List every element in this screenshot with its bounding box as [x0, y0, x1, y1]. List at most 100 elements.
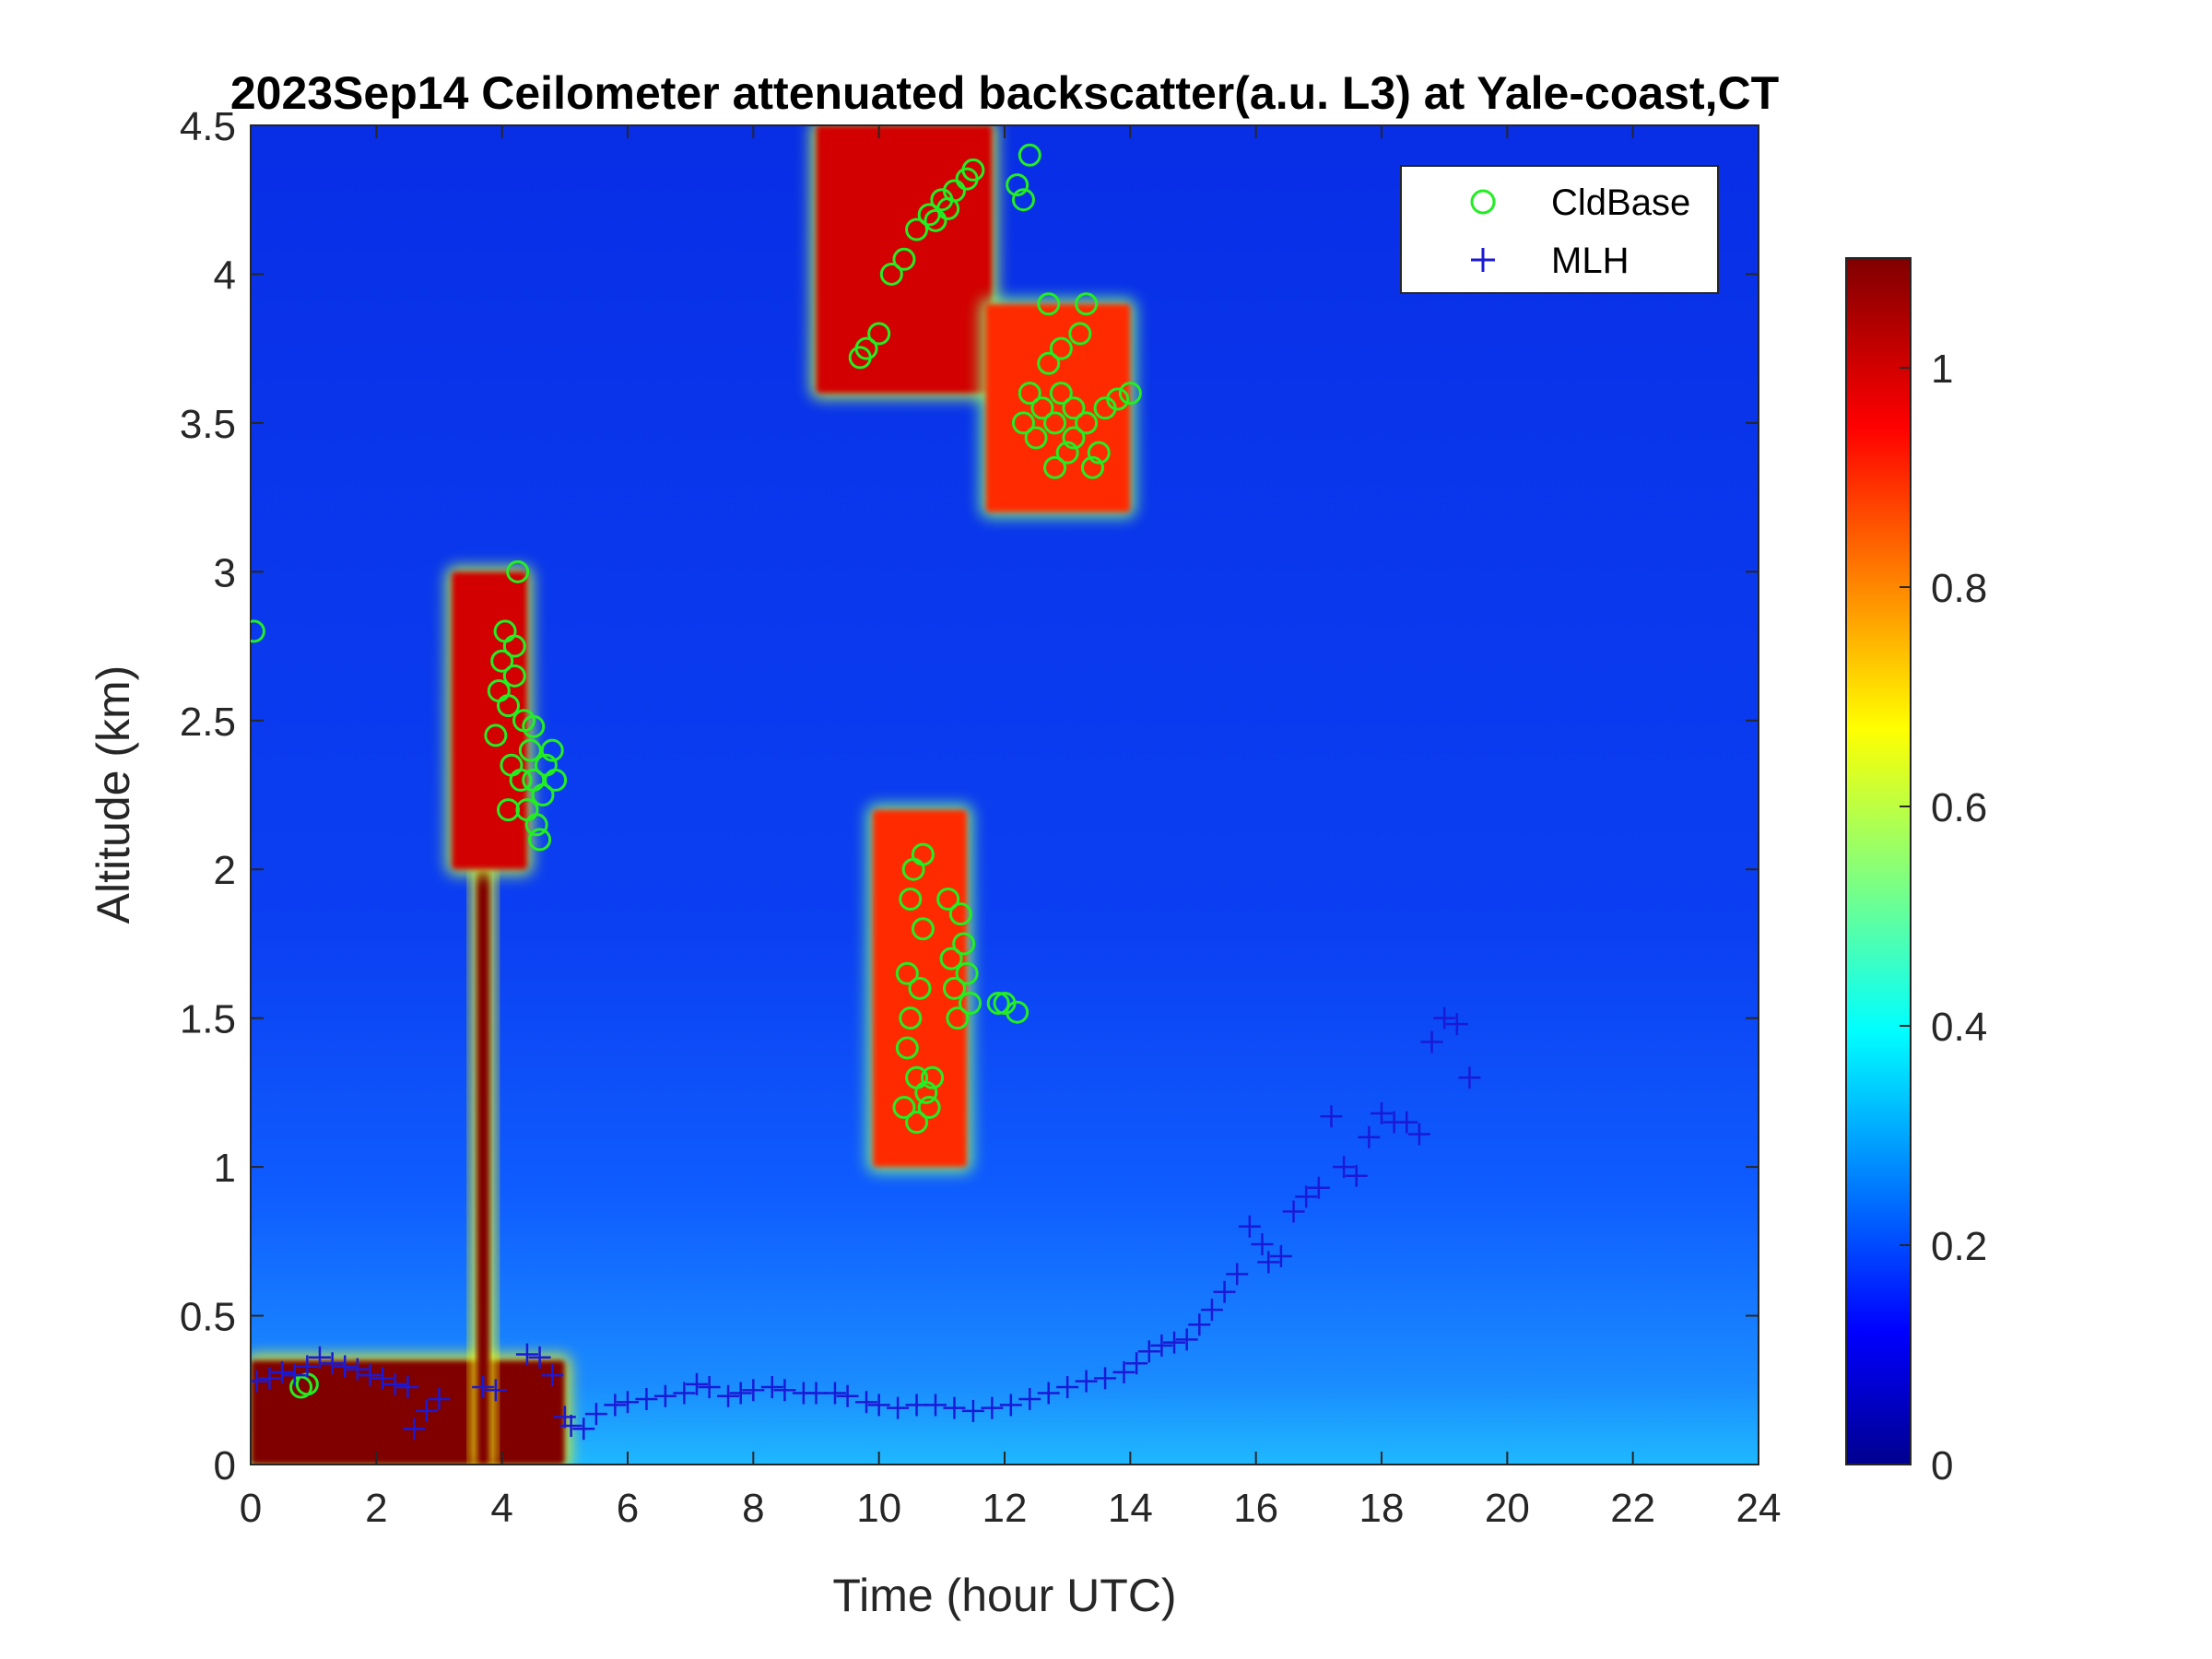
colorbar: 0 0.2 0.4 0.6 0.8 1 [1845, 257, 1987, 1488]
mlh-point [1056, 1376, 1079, 1399]
cldbase-point [1024, 426, 1048, 450]
cldbase-point [1049, 336, 1073, 360]
cldbase-point [496, 694, 520, 718]
mlh-point [698, 1376, 721, 1399]
cldbase-point [490, 649, 514, 673]
cldbase-point [948, 902, 972, 926]
cldbase-point [1062, 426, 1086, 450]
cldbase-point [917, 1096, 941, 1120]
cldbase-point [892, 247, 916, 271]
mlh-point [346, 1358, 369, 1381]
cldbase-point [908, 976, 932, 1000]
mlh-point [283, 1364, 306, 1387]
mlh-point [559, 1415, 582, 1438]
legend-mlh-label: MLH [1551, 241, 1629, 281]
cldbase-point [1087, 441, 1111, 465]
mlh-point [359, 1364, 382, 1387]
cldbase-point [1006, 173, 1030, 197]
mlh-point [572, 1418, 595, 1441]
cldbase-point [879, 262, 903, 286]
mlh-point [371, 1367, 394, 1390]
cldbase-point [1049, 382, 1073, 406]
cldbase-point [524, 813, 548, 837]
mlh-point [334, 1355, 357, 1378]
cldbase-point [952, 932, 976, 956]
cldbase-point [936, 888, 960, 912]
mlh-point [1320, 1105, 1343, 1128]
cldbase-point [924, 208, 947, 232]
cldbase-point [1080, 455, 1104, 479]
heatmap [251, 125, 1759, 1465]
cldbase-point [867, 322, 891, 346]
cldbase-point [905, 218, 929, 241]
mlh-point [924, 1394, 947, 1417]
mlh-point [617, 1391, 639, 1414]
cldbase-point [496, 798, 520, 822]
legend-cldbase-label: CldBase [1551, 182, 1690, 223]
mlh-point [760, 1376, 783, 1399]
mlh-point [1200, 1299, 1223, 1322]
mlh-point [484, 1379, 507, 1402]
mlh-point [1358, 1125, 1381, 1148]
mlh-point [673, 1382, 696, 1405]
mlh-point [1345, 1164, 1368, 1187]
legend-mlh-marker [1471, 248, 1495, 272]
mlh-point [1037, 1382, 1060, 1405]
x-axis-label: Time (hour UTC) [832, 1570, 1176, 1621]
cldbase-point [506, 559, 530, 583]
mlh-point [1094, 1367, 1117, 1390]
mlh-point [1112, 1360, 1135, 1383]
mlh-point [1333, 1156, 1356, 1179]
cldbase-point [899, 1006, 923, 1030]
x-tick-label: 10 [856, 1486, 901, 1531]
cldbase-point [502, 634, 526, 658]
colorbar-tick-label: 0.8 [1931, 566, 1987, 611]
x-tick-label: 24 [1736, 1486, 1782, 1531]
cldbase-point [1043, 411, 1067, 435]
cldbase-point [544, 768, 568, 792]
mlh-point [855, 1391, 878, 1414]
mlh-point [1175, 1328, 1198, 1351]
cldbase-point [946, 1006, 970, 1030]
colorbar-tick-label: 0.6 [1931, 785, 1987, 830]
mlh-point [805, 1382, 828, 1405]
colorbar-tick-label: 0 [1931, 1443, 1953, 1488]
mlh-point [717, 1384, 740, 1407]
cldbase-point [518, 738, 542, 762]
y-tick-label: 0 [214, 1443, 236, 1488]
series-cldbase [251, 143, 1142, 1399]
cldbase-point [1062, 396, 1086, 420]
y-axis-label: Altitude (km) [88, 665, 139, 924]
cldbase-point [955, 961, 979, 985]
mlh-point [1445, 1013, 1468, 1036]
mlh-point [1125, 1352, 1148, 1375]
cldbase-point [1043, 455, 1067, 479]
colorbar-tick-label: 1 [1931, 347, 1953, 392]
mlh-point [1458, 1066, 1481, 1089]
mlh-point [1395, 1111, 1418, 1134]
x-tick-label: 22 [1610, 1486, 1655, 1531]
cldbase-point [899, 888, 923, 912]
cldbase-point [1018, 382, 1041, 406]
cldbase-point [251, 619, 265, 643]
mlh-point [1282, 1200, 1305, 1223]
y-tick-label: 4.5 [180, 104, 236, 149]
heatmap-feature-core [985, 303, 1131, 512]
cldbase-point [911, 842, 935, 866]
mlh-point [943, 1396, 966, 1419]
mlh-point [296, 1355, 319, 1378]
mlh-point [635, 1387, 658, 1410]
x-tick-label: 16 [1233, 1486, 1278, 1531]
cldbase-point [854, 336, 878, 360]
mlh-point [887, 1396, 910, 1419]
cldbase-point [1037, 351, 1061, 375]
colorbar-gradient [1845, 257, 1912, 1465]
cldbase-point [1011, 188, 1035, 212]
mlh-point [1238, 1215, 1261, 1238]
cldbase-point [1055, 441, 1079, 465]
x-tick-label: 6 [617, 1486, 639, 1531]
cldbase-point [528, 828, 552, 852]
x-tick-label: 18 [1359, 1486, 1405, 1531]
mlh-point [1257, 1251, 1280, 1274]
